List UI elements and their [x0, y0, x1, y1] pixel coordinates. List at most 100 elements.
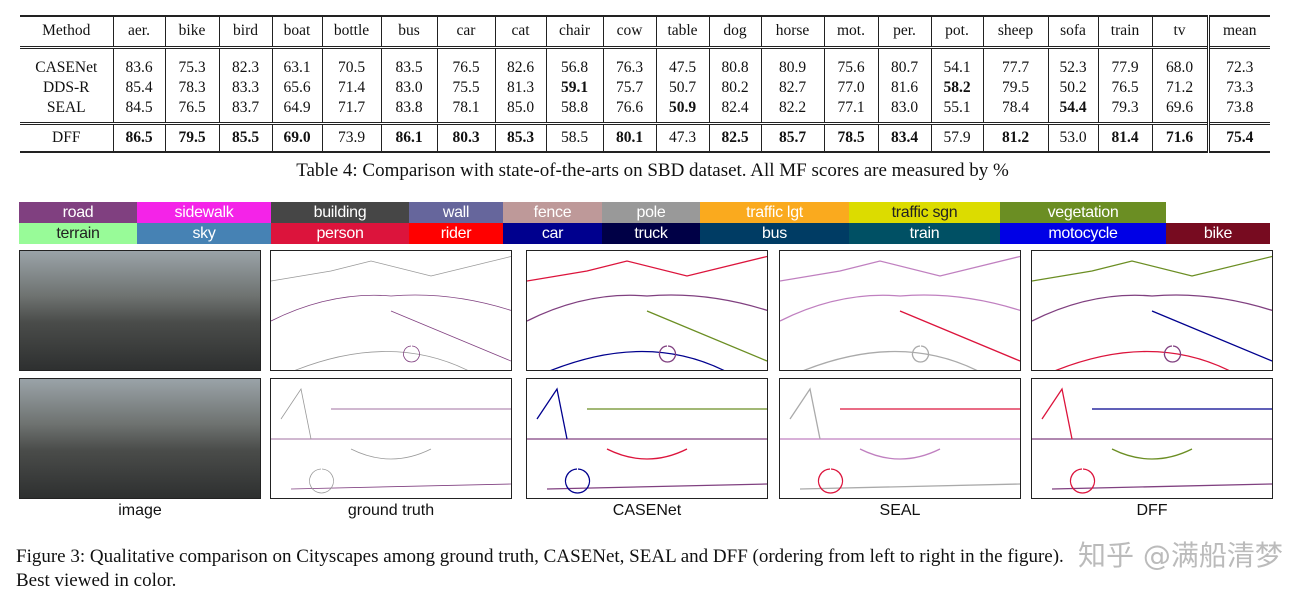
legend-item: wall — [409, 202, 503, 223]
score-value: 80.1 — [615, 128, 644, 146]
score-cell: 80.7 — [877, 45, 931, 78]
method-cell: SEAL — [46, 98, 86, 116]
column-label: SEAL — [879, 502, 921, 519]
score-value: 82.7 — [778, 78, 807, 96]
legend-item: bus — [700, 223, 849, 244]
table-row: DDS-R 85.4 78.3 83.3 65.6 71.4 83.0 75.5 81.3 59.… — [20, 77, 1270, 98]
score-cell: 71.4 — [321, 77, 381, 98]
edge-stroke — [1151, 310, 1272, 362]
column-header: boat — [271, 15, 322, 47]
score-cell: 58.5 — [545, 121, 603, 153]
edge-stroke — [271, 256, 511, 282]
column-header: per. — [877, 15, 931, 47]
score-value: 83.4 — [890, 128, 919, 146]
edge-stroke — [780, 255, 1020, 282]
score-cell: 47.3 — [655, 121, 709, 153]
score-cell: 83.6 — [112, 45, 165, 78]
score-cell: 78.3 — [164, 77, 219, 98]
score-cell: 70.5 — [321, 45, 381, 78]
legend-row-2: terrain sky person rider car truck bus train mot… — [19, 223, 1270, 244]
score-value: 50.9 — [668, 98, 697, 116]
score-value: 82.5 — [721, 128, 749, 146]
legend-item: building — [271, 202, 409, 223]
score-cell: 75.4 — [1206, 121, 1270, 153]
edge-stroke — [1055, 350, 1230, 370]
score-value: 81.3 — [506, 78, 535, 96]
score-cell: 81.3 — [494, 77, 546, 98]
edge-strokes — [780, 387, 1020, 494]
legend-item: bike — [1166, 223, 1270, 244]
score-cell: 57.9 — [930, 121, 983, 153]
method-cell: DFF — [20, 121, 113, 153]
table-row: DFF 86.5 79.5 85.5 69.0 73.9 86.1 80.3 85.3 58.5 8… — [20, 121, 1270, 153]
score-value: 82.6 — [506, 58, 535, 76]
edge-strokes — [1032, 387, 1272, 494]
score-value: 83.5 — [395, 58, 423, 76]
score-cell: 75.6 — [823, 45, 878, 78]
score-cell: 85.4 — [112, 77, 165, 98]
edge-stroke — [271, 294, 511, 322]
score-value: 50.2 — [1059, 78, 1087, 96]
score-value: 86.1 — [395, 128, 423, 146]
edge-stroke — [1032, 294, 1272, 322]
edge-strokes — [271, 256, 511, 370]
score-cell: 55.1 — [930, 97, 983, 123]
column-header: sheep — [982, 15, 1048, 47]
score-value: 76.5 — [178, 98, 206, 116]
edge-stroke — [290, 483, 511, 490]
score-cell: 56.8 — [545, 45, 603, 78]
edge-map-image — [526, 378, 768, 499]
score-cell: 83.7 — [218, 97, 272, 123]
score-value: 59.1 — [560, 78, 589, 96]
score-value: 80.7 — [890, 58, 919, 76]
column-label: ground truth — [347, 502, 435, 519]
edge-stroke — [1163, 345, 1182, 363]
score-value: 78.1 — [452, 98, 480, 116]
score-value: 78.3 — [178, 78, 206, 96]
legend-item: traffic lgt — [700, 202, 849, 223]
column-header: bike — [164, 15, 219, 47]
score-cell: 82.2 — [760, 97, 824, 123]
edge-stroke — [799, 483, 1020, 490]
score-cell: 81.2 — [982, 121, 1048, 153]
score-value: 76.3 — [615, 58, 644, 76]
edge-stroke — [309, 468, 334, 494]
score-value: 85.3 — [506, 128, 535, 146]
legend-item: sidewalk — [137, 202, 271, 223]
score-value: 75.4 — [1226, 128, 1254, 146]
score-cell: 85.0 — [494, 97, 546, 123]
score-cell: 72.3 — [1206, 45, 1270, 78]
score-value: 83.0 — [395, 78, 423, 96]
score-cell: 50.9 — [655, 97, 709, 123]
score-value: 70.5 — [337, 58, 366, 76]
score-value: 72.3 — [1226, 58, 1254, 76]
score-value: 63.1 — [283, 58, 311, 76]
edge-stroke — [564, 468, 591, 494]
edge-stroke — [780, 294, 1020, 322]
score-cell: 83.3 — [218, 77, 272, 98]
edge-stroke — [1111, 448, 1193, 460]
score-value: 54.1 — [943, 58, 971, 76]
edge-stroke — [350, 448, 432, 460]
edge-stroke — [899, 310, 1020, 362]
edge-stroke — [527, 255, 767, 282]
legend-item: terrain — [19, 223, 137, 244]
score-value: 82.4 — [721, 98, 749, 116]
edge-stroke — [789, 387, 821, 440]
score-cell: 53.0 — [1047, 121, 1098, 153]
street-image — [19, 250, 261, 371]
score-value: 81.2 — [1001, 128, 1030, 146]
score-cell: 85.5 — [218, 121, 272, 153]
score-value: 54.4 — [1059, 98, 1087, 116]
edge-strokes — [527, 255, 767, 370]
score-cell: 59.1 — [545, 77, 603, 98]
score-cell: 63.1 — [271, 45, 322, 78]
edge-map-image — [1031, 250, 1273, 371]
column-header: Method — [20, 15, 113, 47]
edge-stroke — [1051, 483, 1272, 490]
score-cell: 76.3 — [602, 45, 656, 78]
score-value: 75.3 — [178, 58, 206, 76]
score-cell: 80.3 — [436, 121, 495, 153]
score-cell: 73.8 — [1206, 97, 1270, 123]
score-value: 76.5 — [1111, 78, 1139, 96]
